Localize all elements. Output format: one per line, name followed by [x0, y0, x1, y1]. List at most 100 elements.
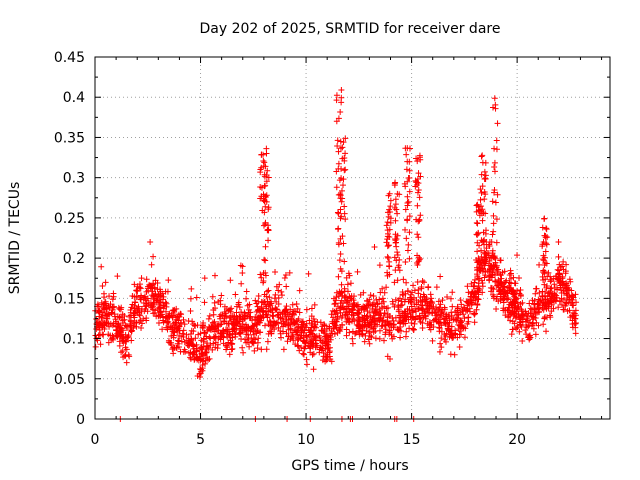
- data-point: [510, 298, 517, 305]
- data-point: [209, 293, 216, 300]
- data-point: [271, 326, 278, 333]
- data-point: [342, 166, 349, 173]
- data-point: [479, 183, 486, 190]
- data-point: [341, 285, 348, 292]
- data-point: [129, 292, 136, 299]
- data-point: [261, 159, 268, 166]
- data-point: [547, 288, 554, 295]
- data-point: [334, 209, 341, 216]
- data-point: [237, 323, 244, 330]
- data-point: [482, 250, 489, 257]
- data-point: [200, 320, 207, 327]
- data-point: [338, 86, 345, 93]
- data-point: [105, 320, 112, 327]
- data-point: [176, 322, 183, 329]
- data-point: [447, 295, 454, 302]
- data-point: [404, 247, 411, 254]
- data-point: [339, 233, 346, 240]
- data-point: [406, 213, 413, 220]
- data-point: [295, 343, 302, 350]
- data-point: [401, 312, 408, 319]
- data-point: [373, 296, 380, 303]
- data-point: [349, 335, 356, 342]
- data-point: [402, 206, 409, 213]
- data-point: [97, 341, 104, 348]
- data-point: [469, 299, 476, 306]
- data-point: [346, 329, 353, 336]
- data-point: [394, 249, 401, 256]
- data-point: [225, 320, 232, 327]
- y-tick-label: 0.4: [63, 90, 85, 106]
- data-point: [191, 322, 198, 329]
- data-point: [243, 295, 250, 302]
- data-point: [217, 315, 224, 322]
- data-point: [266, 294, 273, 301]
- data-point: [386, 271, 393, 278]
- x-axis-label: GPS time / hours: [291, 458, 408, 474]
- data-point: [282, 271, 289, 278]
- data-point: [383, 222, 390, 229]
- data-point: [526, 333, 533, 340]
- data-point: [405, 288, 412, 295]
- data-point: [402, 333, 409, 340]
- data-point: [415, 187, 422, 194]
- data-point: [214, 341, 221, 348]
- data-point: [487, 272, 494, 279]
- data-point: [236, 304, 243, 311]
- data-point: [157, 308, 164, 315]
- data-point: [543, 283, 550, 290]
- data-point: [309, 322, 316, 329]
- data-point: [456, 344, 463, 351]
- data-point: [482, 258, 489, 265]
- data-point: [457, 297, 464, 304]
- data-point: [403, 166, 410, 173]
- data-point: [362, 332, 369, 339]
- data-point: [278, 292, 285, 299]
- ticks: [94, 56, 610, 420]
- data-point: [404, 202, 411, 209]
- data-point: [414, 158, 421, 165]
- data-point: [494, 293, 501, 300]
- data-point: [410, 326, 417, 333]
- data-point: [506, 272, 513, 279]
- data-point: [426, 301, 433, 308]
- data-point: [462, 307, 469, 314]
- data-point: [131, 281, 138, 288]
- y-tick-label: 0.05: [54, 372, 85, 388]
- data-point: [226, 331, 233, 338]
- data-point: [343, 294, 350, 301]
- data-point: [560, 306, 567, 313]
- data-point: [159, 317, 166, 324]
- data-point: [133, 287, 140, 294]
- data-point: [258, 164, 265, 171]
- data-point: [237, 329, 244, 336]
- data-point: [415, 170, 422, 177]
- data-point: [442, 320, 449, 327]
- y-tick-label: 0.35: [54, 130, 85, 146]
- data-point: [147, 239, 154, 246]
- data-point: [450, 316, 457, 323]
- data-point: [403, 235, 410, 242]
- data-point: [190, 349, 197, 356]
- data-point: [386, 234, 393, 241]
- data-point: [384, 219, 391, 226]
- data-point: [479, 256, 486, 263]
- data-point: [351, 293, 358, 300]
- data-point: [99, 311, 106, 318]
- data-point: [444, 294, 451, 301]
- data-point: [128, 337, 135, 344]
- data-point: [491, 145, 498, 152]
- data-point: [447, 351, 454, 358]
- data-point: [311, 301, 318, 308]
- data-point: [336, 257, 343, 264]
- data-point: [133, 294, 140, 301]
- data-point: [353, 302, 360, 309]
- data-point: [497, 257, 504, 264]
- data-point: [458, 318, 465, 325]
- data-point: [243, 288, 250, 295]
- data-point: [557, 279, 564, 286]
- data-point: [493, 306, 500, 313]
- data-point: [341, 210, 348, 217]
- data-point: [429, 305, 436, 312]
- data-point: [408, 303, 415, 310]
